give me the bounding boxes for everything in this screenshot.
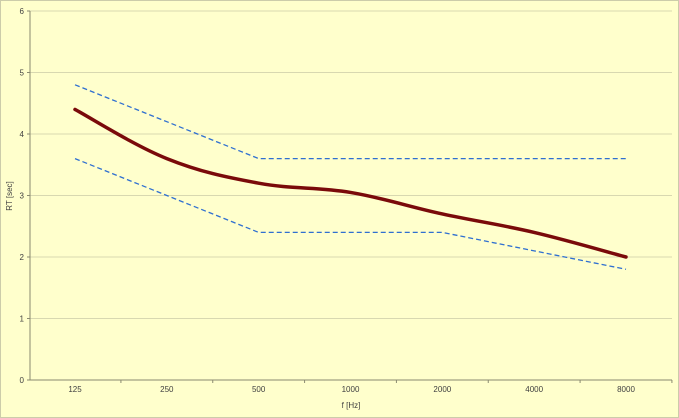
y-tick-label: 4 [20, 130, 25, 139]
rt-measured-line [73, 107, 628, 259]
upper-tolerance-line [74, 84, 626, 160]
y-tick-label: 5 [20, 69, 25, 78]
y-tick-label: 2 [20, 253, 25, 262]
x-tick-label: 250 [160, 385, 174, 394]
y-tick-label: 3 [20, 192, 25, 201]
x-tick-label: 2000 [433, 385, 451, 394]
x-axis-title: f [Hz] [342, 401, 361, 410]
lower-tolerance-line [74, 157, 627, 270]
x-tick-label: 125 [68, 385, 82, 394]
y-tick-label: 6 [20, 7, 25, 16]
y-tick-label: 1 [20, 315, 25, 324]
x-tick-label: 8000 [617, 385, 635, 394]
x-tick-label: 4000 [525, 385, 543, 394]
y-axis-title: RT [sec] [5, 181, 14, 211]
gridlines [27, 10, 672, 381]
y-tick-label: 0 [20, 376, 25, 385]
y-tick-labels: 0 1 2 3 4 5 6 [20, 7, 25, 385]
x-tick-labels: 125 250 500 1000 2000 4000 8000 [68, 380, 673, 394]
series-lines [73, 84, 628, 270]
x-tick-label: 1000 [342, 385, 360, 394]
x-tick-label: 500 [252, 385, 266, 394]
